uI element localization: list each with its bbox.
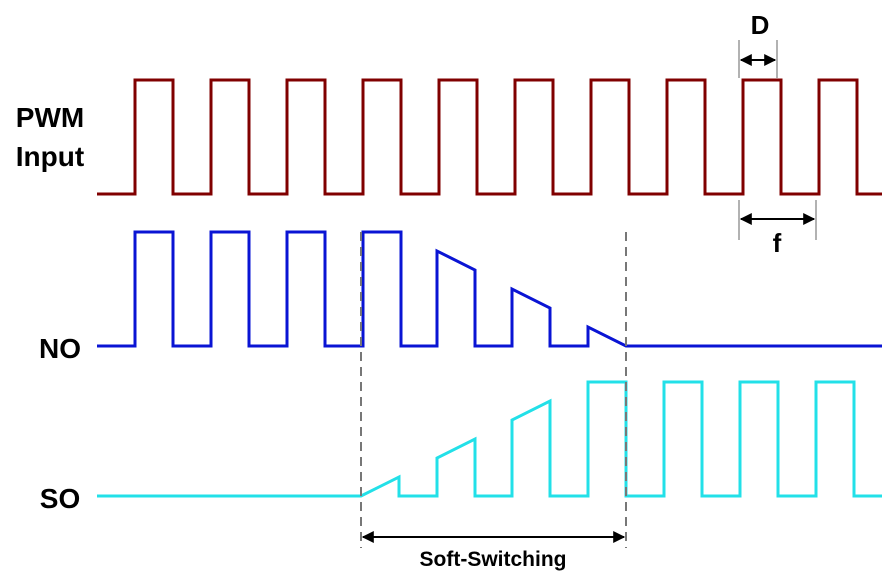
no-output-waveform xyxy=(97,230,882,348)
duty-label: D xyxy=(751,10,770,40)
so-output-waveform xyxy=(97,380,882,498)
no-label: NO xyxy=(39,333,81,364)
soft-switching-label: Soft-Switching xyxy=(420,548,567,571)
pwm-label-line1: PWM xyxy=(16,102,84,133)
pwm-input-waveform xyxy=(97,78,882,196)
so-label: SO xyxy=(40,483,80,514)
frequency-label: f xyxy=(773,228,782,258)
pwm-label-line2: Input xyxy=(16,141,84,172)
